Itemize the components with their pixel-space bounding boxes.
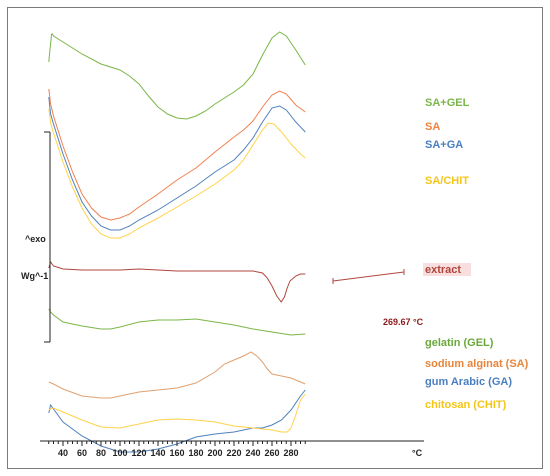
series-label-gum-arabic-ga: gum Arabic (GA)	[425, 376, 512, 388]
x-tick-label: 160	[169, 448, 184, 458]
x-tick-label: 120	[131, 448, 146, 458]
series-line-sa-chit	[48, 108, 306, 239]
series-label-gelatin-gel: gelatin (GEL)	[425, 337, 494, 349]
peak-annotation: 269.67 °C	[383, 317, 424, 327]
series-line-extract	[48, 260, 306, 303]
series-line-sa-gel	[48, 31, 306, 120]
series-label-chitosan-chit: chitosan (CHIT)	[425, 399, 507, 411]
series-line-chitosan-chit	[48, 393, 306, 433]
x-axis: 40 60 80 100 120 140 160 180 200 220 240 260 280 °C	[40, 440, 424, 458]
series-line-sa-ga	[48, 96, 306, 231]
series-labels-group: SA+GEL SA SA+GA SA/CHIT extract gelatin (GEL)…	[423, 97, 529, 411]
x-tick-label: 280	[283, 448, 298, 458]
chart-frame	[7, 7, 543, 469]
y-axis: ^exo Wg^-1	[21, 131, 51, 343]
x-tick-label: 200	[207, 448, 222, 458]
x-axis-unit: °C	[412, 448, 423, 458]
series-line-gelatin-gel	[48, 308, 306, 336]
x-tick-label: 140	[150, 448, 165, 458]
annotations-group: 269.67 °C	[332, 269, 424, 327]
x-tick-label: 260	[264, 448, 279, 458]
series-label-sodium-alginat-sa: sodium alginat (SA)	[425, 358, 529, 370]
series-label-sa-ga: SA+GA	[425, 139, 463, 151]
extract-label-highlight	[423, 263, 471, 276]
x-tick-label: 220	[226, 448, 241, 458]
x-tick-label: 40	[58, 448, 68, 458]
x-tick-label: 60	[77, 448, 87, 458]
extract-baseline-tangent	[332, 271, 405, 282]
x-tick-label: 80	[96, 448, 106, 458]
x-tick-label: 180	[188, 448, 203, 458]
series-label-sa-chit: SA/CHIT	[425, 175, 469, 187]
series-line-sa	[48, 88, 306, 221]
exo-label: ^exo	[25, 234, 46, 244]
series-line-sodium-alginat-sa	[48, 351, 306, 399]
series-label-extract: extract	[425, 264, 461, 276]
x-tick-label: 100	[112, 448, 127, 458]
x-tick-label: 240	[245, 448, 260, 458]
y-unit-label: Wg^-1	[21, 271, 48, 281]
series-label-sa-gel: SA+GEL	[425, 97, 470, 109]
series-label-sa: SA	[425, 121, 440, 133]
curves-group	[48, 31, 306, 453]
